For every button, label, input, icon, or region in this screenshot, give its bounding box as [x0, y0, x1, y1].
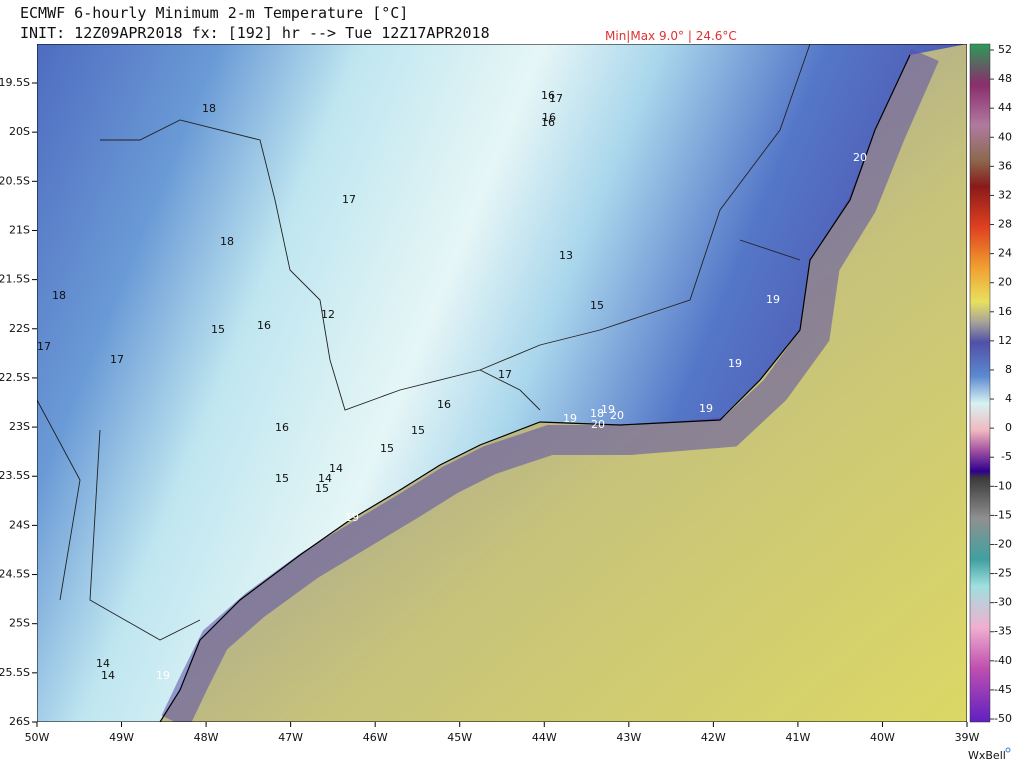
- colorbar-label: 44: [998, 101, 1012, 114]
- state-borders: [37, 44, 811, 641]
- lat-label: 23.5S: [0, 469, 30, 482]
- colorbar-label: 32: [998, 188, 1012, 201]
- station-value: 15: [411, 424, 425, 437]
- ocean: [160, 44, 967, 722]
- station-value: 18: [202, 102, 216, 115]
- station-value: 17: [110, 353, 124, 366]
- station-value: 15: [590, 299, 604, 312]
- colorbar-label: 36: [998, 159, 1012, 172]
- colorbar-label: 40: [998, 130, 1012, 143]
- colorbar-label: 24: [998, 247, 1012, 260]
- station-value: 12: [321, 308, 335, 321]
- colorbar-label: -50: [994, 712, 1012, 725]
- colorbar-label: -10: [994, 479, 1012, 492]
- station-value: 16: [437, 398, 451, 411]
- colorbar-label: -35: [994, 625, 1012, 638]
- lon-label: 42W: [701, 731, 726, 744]
- lat-label: 21S: [9, 223, 30, 236]
- coastline: [159, 54, 911, 722]
- station-value: 18: [220, 235, 234, 248]
- lat-label: 26S: [9, 715, 30, 728]
- station-value: 17: [342, 193, 356, 206]
- lat-label: 22S: [9, 322, 30, 335]
- station-value: 16: [275, 421, 289, 434]
- station-value: 19: [699, 402, 713, 415]
- lon-label: 48W: [194, 731, 219, 744]
- station-value: 14: [318, 472, 332, 485]
- lat-label: 20S: [9, 125, 30, 138]
- min-max: Min|Max 9.0° | 24.6°C: [605, 29, 737, 43]
- colorbar-label: -25: [994, 567, 1012, 580]
- lon-label: 49W: [109, 731, 134, 744]
- lat-label: 25.5S: [0, 666, 30, 679]
- lat-label: 25S: [9, 617, 30, 630]
- colorbar-label: -30: [994, 596, 1012, 609]
- colorbar-label: 52: [998, 43, 1012, 56]
- station-value: 13: [559, 249, 573, 262]
- map-title: ECMWF 6-hourly Minimum 2-m Temperature […: [20, 4, 408, 22]
- station-value: 14: [96, 657, 110, 670]
- lon-label: 43W: [616, 731, 641, 744]
- lat-label: 24S: [9, 518, 30, 531]
- station-value: 16: [542, 111, 556, 124]
- station-value: 19: [563, 412, 577, 425]
- lat-label: 22.5S: [0, 371, 30, 384]
- lon-label: 47W: [278, 731, 303, 744]
- lon-label: 41W: [785, 731, 810, 744]
- colorbar-label: 8: [1005, 363, 1012, 376]
- lat-label: 24.5S: [0, 568, 30, 581]
- map-subtitle: INIT: 12Z09APR2018 fx: [192] hr --> Tue …: [20, 24, 490, 42]
- station-value: 20: [610, 409, 624, 422]
- station-value: 14: [101, 669, 115, 682]
- lon-label: 46W: [363, 731, 388, 744]
- lon-label: 39W: [955, 731, 980, 744]
- station-value: 17: [37, 340, 51, 353]
- station-value: 15: [275, 472, 289, 485]
- station-value: 16: [257, 319, 271, 332]
- station-value: 18: [590, 407, 604, 420]
- lat-label: 19.5S: [0, 76, 30, 89]
- station-value: 14: [329, 462, 343, 475]
- colorbar-label: 48: [998, 72, 1012, 85]
- station-value: 19: [728, 357, 742, 370]
- colorbar-label: 12: [998, 334, 1012, 347]
- colorbar-label: 16: [998, 305, 1012, 318]
- station-value: 16: [541, 89, 555, 102]
- station-value: 17: [498, 368, 512, 381]
- station-value: 15: [315, 482, 329, 495]
- station-value: 15: [380, 442, 394, 455]
- colorbar-label: -40: [994, 654, 1012, 667]
- lat-label: 23S: [9, 420, 30, 433]
- colorbar-label: 4: [1005, 392, 1012, 405]
- lon-label: 40W: [870, 731, 895, 744]
- station-value: 20: [853, 151, 867, 164]
- colorbar: [969, 43, 991, 723]
- lon-label: 44W: [532, 731, 557, 744]
- station-value: 16: [541, 116, 555, 129]
- colorbar-label: -15: [994, 508, 1012, 521]
- colorbar-label: 0: [1005, 421, 1012, 434]
- station-value: 18: [52, 289, 66, 302]
- colorbar-label: -5: [1001, 450, 1012, 463]
- lon-label: 45W: [447, 731, 472, 744]
- lat-label: 21.5S: [0, 273, 30, 286]
- map-area: [37, 44, 967, 722]
- station-value: 20: [591, 418, 605, 431]
- credit-icon: [1005, 747, 1011, 753]
- station-value: 19: [601, 403, 615, 416]
- station-value: 17: [549, 92, 563, 105]
- station-value: 19: [345, 511, 359, 524]
- colorbar-label: 20: [998, 276, 1012, 289]
- station-value: 15: [211, 323, 225, 336]
- lat-label: 20.5S: [0, 174, 30, 187]
- station-value: 19: [766, 293, 780, 306]
- colorbar-label: -20: [994, 537, 1012, 550]
- credit: WxBell: [968, 749, 1006, 762]
- station-value: 19: [156, 669, 170, 682]
- coast-band: [161, 48, 939, 722]
- colorbar-label: -45: [994, 683, 1012, 696]
- colorbar-label: 28: [998, 218, 1012, 231]
- lon-label: 50W: [25, 731, 50, 744]
